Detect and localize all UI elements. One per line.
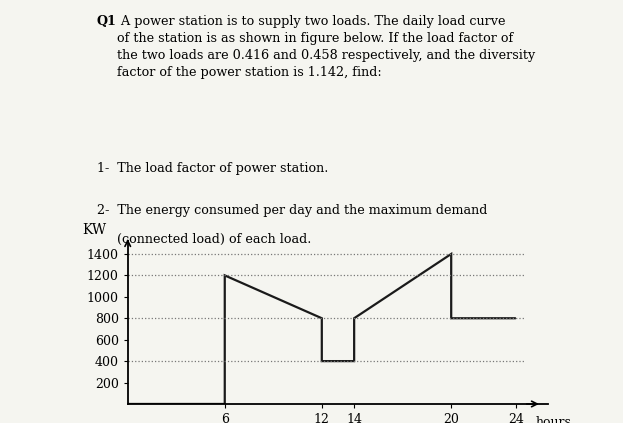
Text: 1-  The load factor of power station.: 1- The load factor of power station. [97,162,328,175]
Text: hours: hours [535,416,571,423]
Text: A power station is to supply two loads. The daily load curve
of the station is a: A power station is to supply two loads. … [117,15,535,79]
Text: (connected load) of each load.: (connected load) of each load. [97,233,311,246]
Text: 2-  The energy consumed per day and the maximum demand: 2- The energy consumed per day and the m… [97,204,487,217]
Text: Q1: Q1 [97,15,117,28]
Text: KW: KW [82,223,107,237]
